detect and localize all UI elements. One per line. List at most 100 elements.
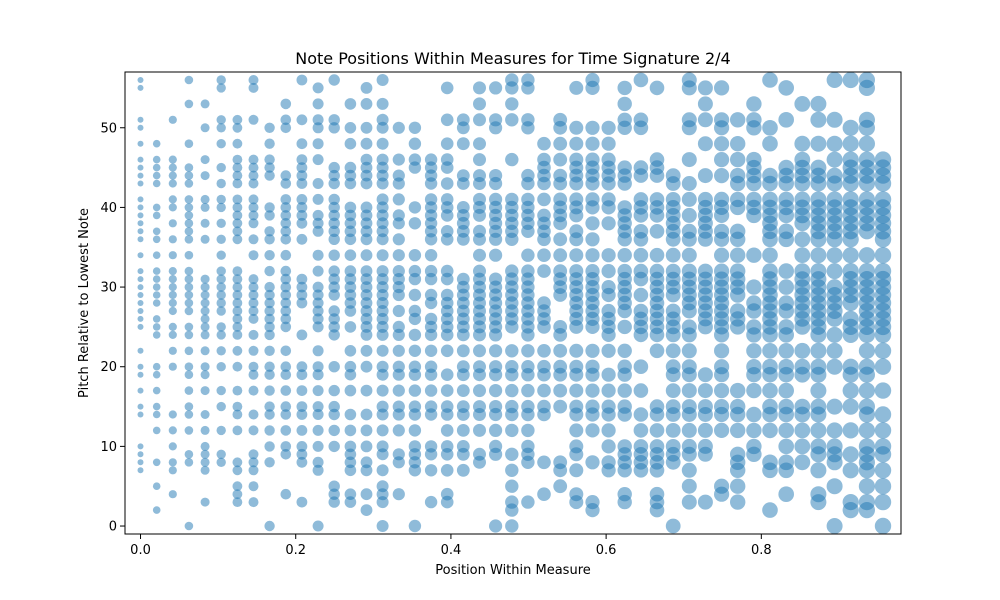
data-point [473, 97, 486, 111]
data-point [184, 171, 194, 180]
data-point [280, 234, 292, 245]
data-point [537, 487, 551, 502]
data-point [168, 115, 177, 124]
data-point [312, 217, 324, 229]
data-point [248, 210, 259, 221]
data-point [280, 178, 292, 189]
data-point [842, 310, 859, 327]
data-point [714, 191, 730, 207]
data-point [216, 425, 226, 436]
data-point [424, 153, 438, 166]
data-point [569, 136, 584, 151]
data-point [312, 440, 324, 452]
data-point [168, 203, 177, 212]
data-point [376, 464, 389, 477]
data-point [553, 112, 568, 127]
data-point [280, 449, 292, 460]
data-point [794, 422, 811, 439]
data-point [730, 422, 746, 439]
data-point [152, 139, 161, 148]
data-point [137, 164, 144, 171]
data-point [601, 264, 616, 279]
data-point [440, 288, 454, 302]
data-point [328, 305, 340, 317]
data-point [585, 455, 600, 470]
data-point [440, 344, 454, 358]
data-point [553, 152, 568, 167]
data-point [248, 75, 259, 85]
data-point [601, 423, 616, 438]
data-point [168, 195, 177, 204]
data-point [232, 218, 243, 229]
data-point [344, 122, 357, 134]
data-point [521, 264, 535, 278]
data-point [842, 263, 859, 280]
data-point [360, 344, 373, 357]
data-point [505, 479, 519, 493]
data-point [456, 384, 470, 397]
data-point [168, 466, 177, 475]
data-point [730, 223, 746, 239]
data-point [152, 211, 161, 220]
data-point [328, 281, 340, 293]
data-point [794, 263, 811, 279]
data-point [328, 265, 340, 277]
data-point [344, 209, 357, 222]
data-point [360, 137, 373, 150]
data-point [505, 344, 519, 358]
data-point [168, 163, 177, 172]
data-point [762, 358, 778, 375]
data-point [360, 424, 373, 437]
data-point [569, 152, 584, 167]
data-point [200, 218, 210, 228]
data-point [858, 438, 876, 455]
data-point [137, 172, 144, 179]
data-point [200, 234, 210, 244]
data-point [216, 274, 226, 284]
data-point [344, 440, 357, 453]
data-point [408, 440, 422, 453]
data-point [456, 169, 470, 183]
data-point [168, 219, 177, 228]
data-point [746, 279, 762, 295]
data-point [184, 266, 194, 276]
data-point [137, 300, 144, 306]
data-point [232, 457, 243, 468]
data-point [746, 422, 762, 439]
data-point [714, 247, 730, 263]
data-point [248, 361, 259, 372]
data-point [601, 367, 616, 382]
data-point [360, 153, 373, 166]
data-point [826, 263, 843, 280]
data-point [601, 399, 616, 414]
y-axis-ticks: 0 10 20 30 40 50 [100, 121, 125, 535]
data-point [296, 456, 308, 468]
data-point [296, 138, 308, 150]
data-point [232, 210, 243, 221]
data-point [601, 192, 616, 207]
chart-title: Note Positions Within Measures for Time … [295, 49, 730, 68]
data-point [232, 178, 243, 189]
data-point [858, 422, 876, 439]
data-point [137, 443, 144, 450]
data-point [456, 440, 470, 453]
data-point [152, 426, 161, 435]
data-point [697, 80, 713, 96]
data-point [810, 422, 827, 439]
data-point [152, 171, 161, 180]
data-point [184, 426, 194, 435]
data-point [312, 456, 324, 468]
data-point [137, 403, 144, 410]
data-point [585, 216, 600, 231]
data-point [665, 518, 681, 534]
data-point [730, 303, 746, 319]
data-point [714, 112, 730, 128]
data-point [665, 399, 681, 414]
data-point [392, 209, 405, 222]
data-point [216, 362, 226, 372]
data-point [328, 177, 340, 190]
data-point [601, 216, 616, 231]
data-point [232, 314, 243, 324]
data-point [681, 247, 697, 263]
data-point [296, 162, 308, 174]
